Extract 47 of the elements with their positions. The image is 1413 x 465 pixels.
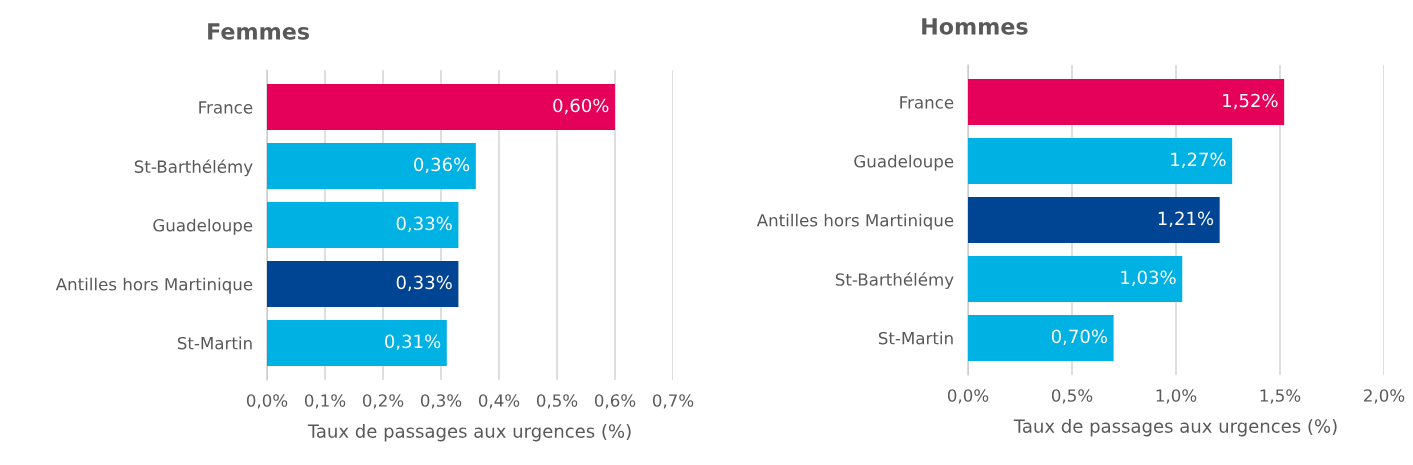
- data-label: 0,33%: [396, 275, 452, 292]
- y-tick-label: St-Martin: [878, 331, 953, 345]
- x-tick-label: 0,6%: [594, 394, 636, 409]
- bar: [968, 314, 1114, 361]
- data-label: 0,36%: [414, 157, 470, 174]
- x-tick-label: 0,3%: [420, 394, 462, 409]
- x-tick-label: 1,5%: [1260, 389, 1301, 404]
- x-tick-label: 0,7%: [652, 394, 694, 409]
- x-tick-label: 0,2%: [362, 394, 404, 409]
- x-tick-label: 0,0%: [246, 394, 288, 409]
- bar: [968, 79, 1285, 126]
- bar: [968, 138, 1233, 185]
- x-tick-label: 2,0%: [1364, 389, 1405, 404]
- x-tick-label: 0,4%: [478, 394, 520, 409]
- x-tick-label: 1,0%: [1156, 389, 1197, 404]
- data-label: 1,21%: [1158, 211, 1214, 228]
- bar: [267, 260, 459, 307]
- y-tick-label: Antilles hors Martinique: [55, 277, 253, 294]
- bar: [267, 143, 476, 190]
- chart-title: Hommes: [922, 18, 1028, 35]
- data-label: 0,70%: [1051, 329, 1108, 345]
- x-tick-label: 0,5%: [1051, 389, 1093, 404]
- bar: [968, 197, 1220, 243]
- x-tick-label: 0,0%: [947, 389, 989, 404]
- bar: [267, 319, 447, 366]
- chart-title: Femmes: [208, 23, 310, 40]
- y-tick-label: France: [900, 96, 954, 109]
- data-label: 1,27%: [1171, 152, 1226, 169]
- data-label: 1,52%: [1223, 93, 1278, 110]
- x-axis-title: Taux de passages aux urgences (%): [1013, 418, 1337, 437]
- y-tick-label: St-Barthélémy: [835, 272, 954, 290]
- data-label: 0,31%: [385, 334, 441, 350]
- y-tick-label: Guadeloupe: [153, 218, 253, 235]
- data-label: 0,60%: [553, 98, 609, 115]
- x-tick-label: 0,1%: [304, 394, 346, 409]
- data-label: 0,33%: [396, 216, 452, 233]
- y-tick-label: Guadeloupe: [854, 154, 954, 171]
- bar: [968, 255, 1183, 302]
- data-label: 1,03%: [1121, 270, 1176, 287]
- y-tick-label: St-Barthélémy: [134, 159, 253, 177]
- x-tick-label: 0,5%: [536, 394, 578, 409]
- bar: [267, 84, 615, 131]
- x-axis-title: Taux de passages aux urgences (%): [307, 423, 631, 442]
- bar: [267, 202, 459, 248]
- y-tick-label: St-Martin: [177, 336, 252, 350]
- y-tick-label: Antilles hors Martinique: [756, 213, 954, 230]
- y-tick-label: France: [199, 101, 253, 114]
